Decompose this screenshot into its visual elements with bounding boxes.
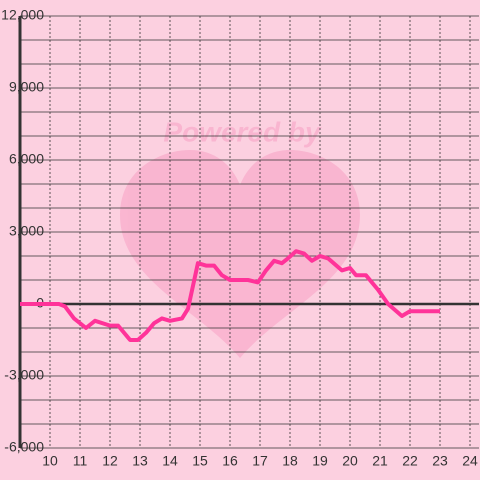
x-tick-label: 22 xyxy=(402,453,418,469)
x-tick-label: 18 xyxy=(282,453,298,469)
x-tick-label: 15 xyxy=(192,453,208,469)
x-tick-label: 23 xyxy=(432,453,448,469)
y-tick-label: 9,000 xyxy=(9,79,44,95)
y-tick-label: -6,000 xyxy=(4,439,44,455)
watermark-group: Powered by xyxy=(120,116,360,358)
x-tick-label: 12 xyxy=(102,453,118,469)
y-tick-label: -3,000 xyxy=(4,367,44,383)
y-tick-label: 3,000 xyxy=(9,223,44,239)
x-tick-label: 16 xyxy=(222,453,238,469)
x-tick-label: 20 xyxy=(342,453,358,469)
x-tick-label: 24 xyxy=(462,453,478,469)
y-tick-label: 6,000 xyxy=(9,151,44,167)
x-tick-label: 19 xyxy=(312,453,328,469)
watermark-text: Powered by xyxy=(163,116,322,147)
x-tick-label: 10 xyxy=(42,453,58,469)
x-tick-label: 14 xyxy=(162,453,178,469)
watermark-heart xyxy=(120,150,360,358)
x-tick-label: 17 xyxy=(252,453,268,469)
x-tick-label: 13 xyxy=(132,453,148,469)
x-tick-label: 11 xyxy=(73,453,88,469)
y-tick-label: 12,000 xyxy=(1,7,44,23)
x-tick-label: 21 xyxy=(372,453,388,469)
series-line xyxy=(20,249,440,342)
